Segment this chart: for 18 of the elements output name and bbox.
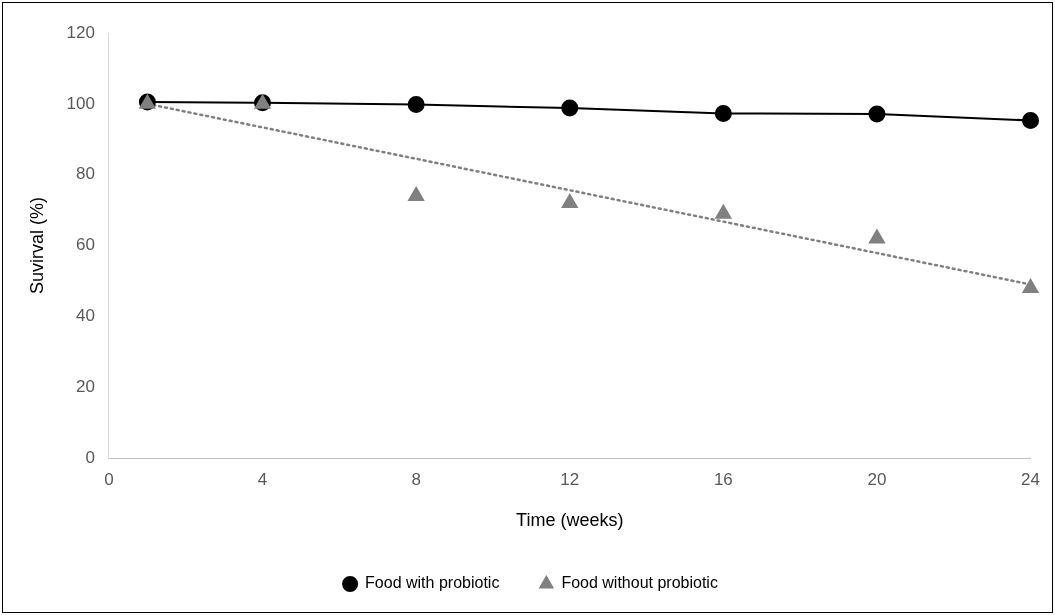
y-tick-label: 20 bbox=[76, 376, 95, 396]
x-tick-label: 0 bbox=[104, 469, 114, 489]
x-tick-label: 8 bbox=[411, 469, 421, 489]
y-tick-label: 60 bbox=[76, 235, 95, 255]
y-tick-label: 0 bbox=[85, 447, 95, 467]
y-tick-label: 80 bbox=[76, 164, 95, 184]
y-tick-label: 100 bbox=[66, 93, 95, 113]
y-axis-title: Suvirval (%) bbox=[26, 196, 47, 295]
x-tick-label: 20 bbox=[867, 469, 887, 489]
x-tick-label: 24 bbox=[1021, 469, 1041, 489]
legend-label: Food with probiotic bbox=[365, 574, 500, 592]
x-tick-label: 4 bbox=[257, 469, 268, 489]
legend-label: Food without probiotic bbox=[561, 574, 718, 592]
x-tick-label: 12 bbox=[560, 469, 580, 489]
x-tick-label: 16 bbox=[713, 469, 733, 489]
y-tick-label: 120 bbox=[66, 22, 95, 42]
x-axis-title: Time (weeks) bbox=[516, 510, 624, 531]
y-tick-label: 40 bbox=[76, 306, 95, 326]
